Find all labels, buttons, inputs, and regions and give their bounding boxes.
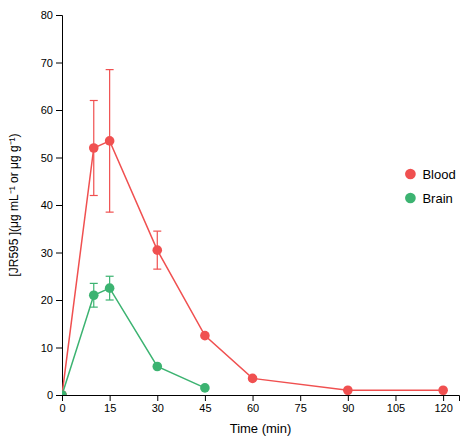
x-tick-mark (348, 395, 349, 401)
error-bar-cap (90, 283, 98, 284)
y-tick-mark (56, 110, 62, 111)
legend-item: Brain (405, 191, 453, 206)
x-tick-mark (110, 395, 111, 401)
y-tick-mark (56, 395, 62, 396)
x-tick: 60 (247, 395, 259, 414)
error-bar-cap (106, 69, 114, 70)
data-point (89, 290, 99, 300)
error-bar-cap (90, 100, 98, 101)
x-tick-mark (443, 395, 444, 401)
y-tick: 20 (41, 294, 62, 306)
data-point (152, 362, 162, 372)
legend-label: Blood (422, 167, 455, 182)
data-point (200, 331, 210, 341)
y-tick: 60 (41, 104, 62, 116)
x-tick-label: 120 (434, 402, 452, 414)
error-bar-cap (106, 212, 114, 213)
error-bar (90, 283, 98, 307)
x-tick-label: 0 (59, 402, 65, 414)
x-tick-mark (253, 395, 254, 401)
legend-item: Blood (405, 167, 456, 182)
x-tick-mark (157, 395, 158, 401)
y-tick-label: 0 (47, 389, 53, 401)
error-bar-cap (106, 299, 114, 300)
x-tick-mark (395, 395, 396, 401)
error-bar (153, 231, 161, 269)
y-tick-mark (56, 15, 62, 16)
error-bar-cap (90, 307, 98, 308)
error-bar (106, 70, 114, 213)
y-tick-mark (56, 300, 62, 301)
y-tick-mark (56, 63, 62, 64)
y-tick-label: 30 (41, 247, 53, 259)
error-bar-cap (153, 269, 161, 270)
series-line (62, 288, 205, 395)
y-tick: 80 (41, 9, 62, 21)
legend-label: Brain (422, 191, 452, 206)
x-tick-mark (205, 395, 206, 401)
x-tick: 75 (295, 395, 307, 414)
x-tick: 0 (59, 395, 65, 414)
data-point (438, 385, 448, 395)
data-point (152, 245, 162, 255)
x-axis-line (63, 396, 460, 402)
data-point (248, 374, 258, 384)
chart: 0 15 30 45 60 75 90 105 120 0 10 20 30 40 50 60 70 80 Time… (0, 0, 474, 443)
y-tick: 0 (47, 389, 62, 401)
x-tick-label: 45 (199, 402, 211, 414)
y-tick-label: 10 (41, 342, 53, 354)
series-line (62, 141, 443, 395)
x-tick: 120 (434, 395, 452, 414)
error-bar-cap (106, 276, 114, 277)
y-tick: 70 (41, 57, 62, 69)
y-tick-label: 80 (41, 9, 53, 21)
y-tick: 10 (41, 342, 62, 354)
y-tick: 30 (41, 247, 62, 259)
x-tick: 15 (104, 395, 116, 414)
error-bar (106, 276, 114, 300)
y-axis-line (56, 16, 63, 396)
data-point (343, 385, 353, 395)
x-tick-label: 30 (152, 402, 164, 414)
y-tick-label: 40 (41, 199, 53, 211)
y-tick-mark (56, 205, 62, 206)
x-tick: 105 (387, 395, 405, 414)
x-tick: 90 (342, 395, 354, 414)
y-tick-label: 60 (41, 104, 53, 116)
data-point (62, 390, 67, 395)
y-tick-mark (56, 348, 62, 349)
y-tick-mark (56, 253, 62, 254)
legend-swatch (405, 169, 416, 180)
x-tick-label: 15 (104, 402, 116, 414)
data-point (62, 390, 67, 395)
x-tick-mark (300, 395, 301, 401)
plot: 0 15 30 45 60 75 90 105 120 0 10 20 30 40 50 60 70 80 Time… (7, 9, 460, 436)
legend: Blood Brain (405, 167, 456, 206)
x-axis: 0 15 30 45 60 75 90 105 120 (59, 395, 459, 414)
y-axis-title: [JR595 ](μg mL⁻¹ or μg g⁻¹) (7, 133, 21, 276)
y-tick-label: 20 (41, 294, 53, 306)
data-point (105, 136, 115, 146)
legend-swatch (405, 193, 416, 204)
data-point (200, 383, 210, 393)
x-tick: 45 (199, 395, 211, 414)
data-point (105, 283, 115, 293)
data-point (89, 143, 99, 153)
x-tick: 30 (152, 395, 164, 414)
y-tick-label: 50 (41, 152, 53, 164)
x-tick-label: 75 (295, 402, 307, 414)
x-axis-title: Time (min) (230, 421, 292, 436)
error-bar-cap (153, 231, 161, 232)
y-tick: 40 (41, 199, 62, 211)
error-bar-cap (90, 195, 98, 196)
y-axis: 0 10 20 30 40 50 60 70 80 (41, 9, 63, 401)
x-tick-label: 60 (247, 402, 259, 414)
y-tick-label: 70 (41, 57, 53, 69)
marks (62, 70, 448, 395)
error-bar (90, 101, 98, 196)
y-tick: 50 (41, 152, 62, 164)
x-tick-label: 90 (342, 402, 354, 414)
y-tick-mark (56, 158, 62, 159)
x-tick-label: 105 (387, 402, 405, 414)
